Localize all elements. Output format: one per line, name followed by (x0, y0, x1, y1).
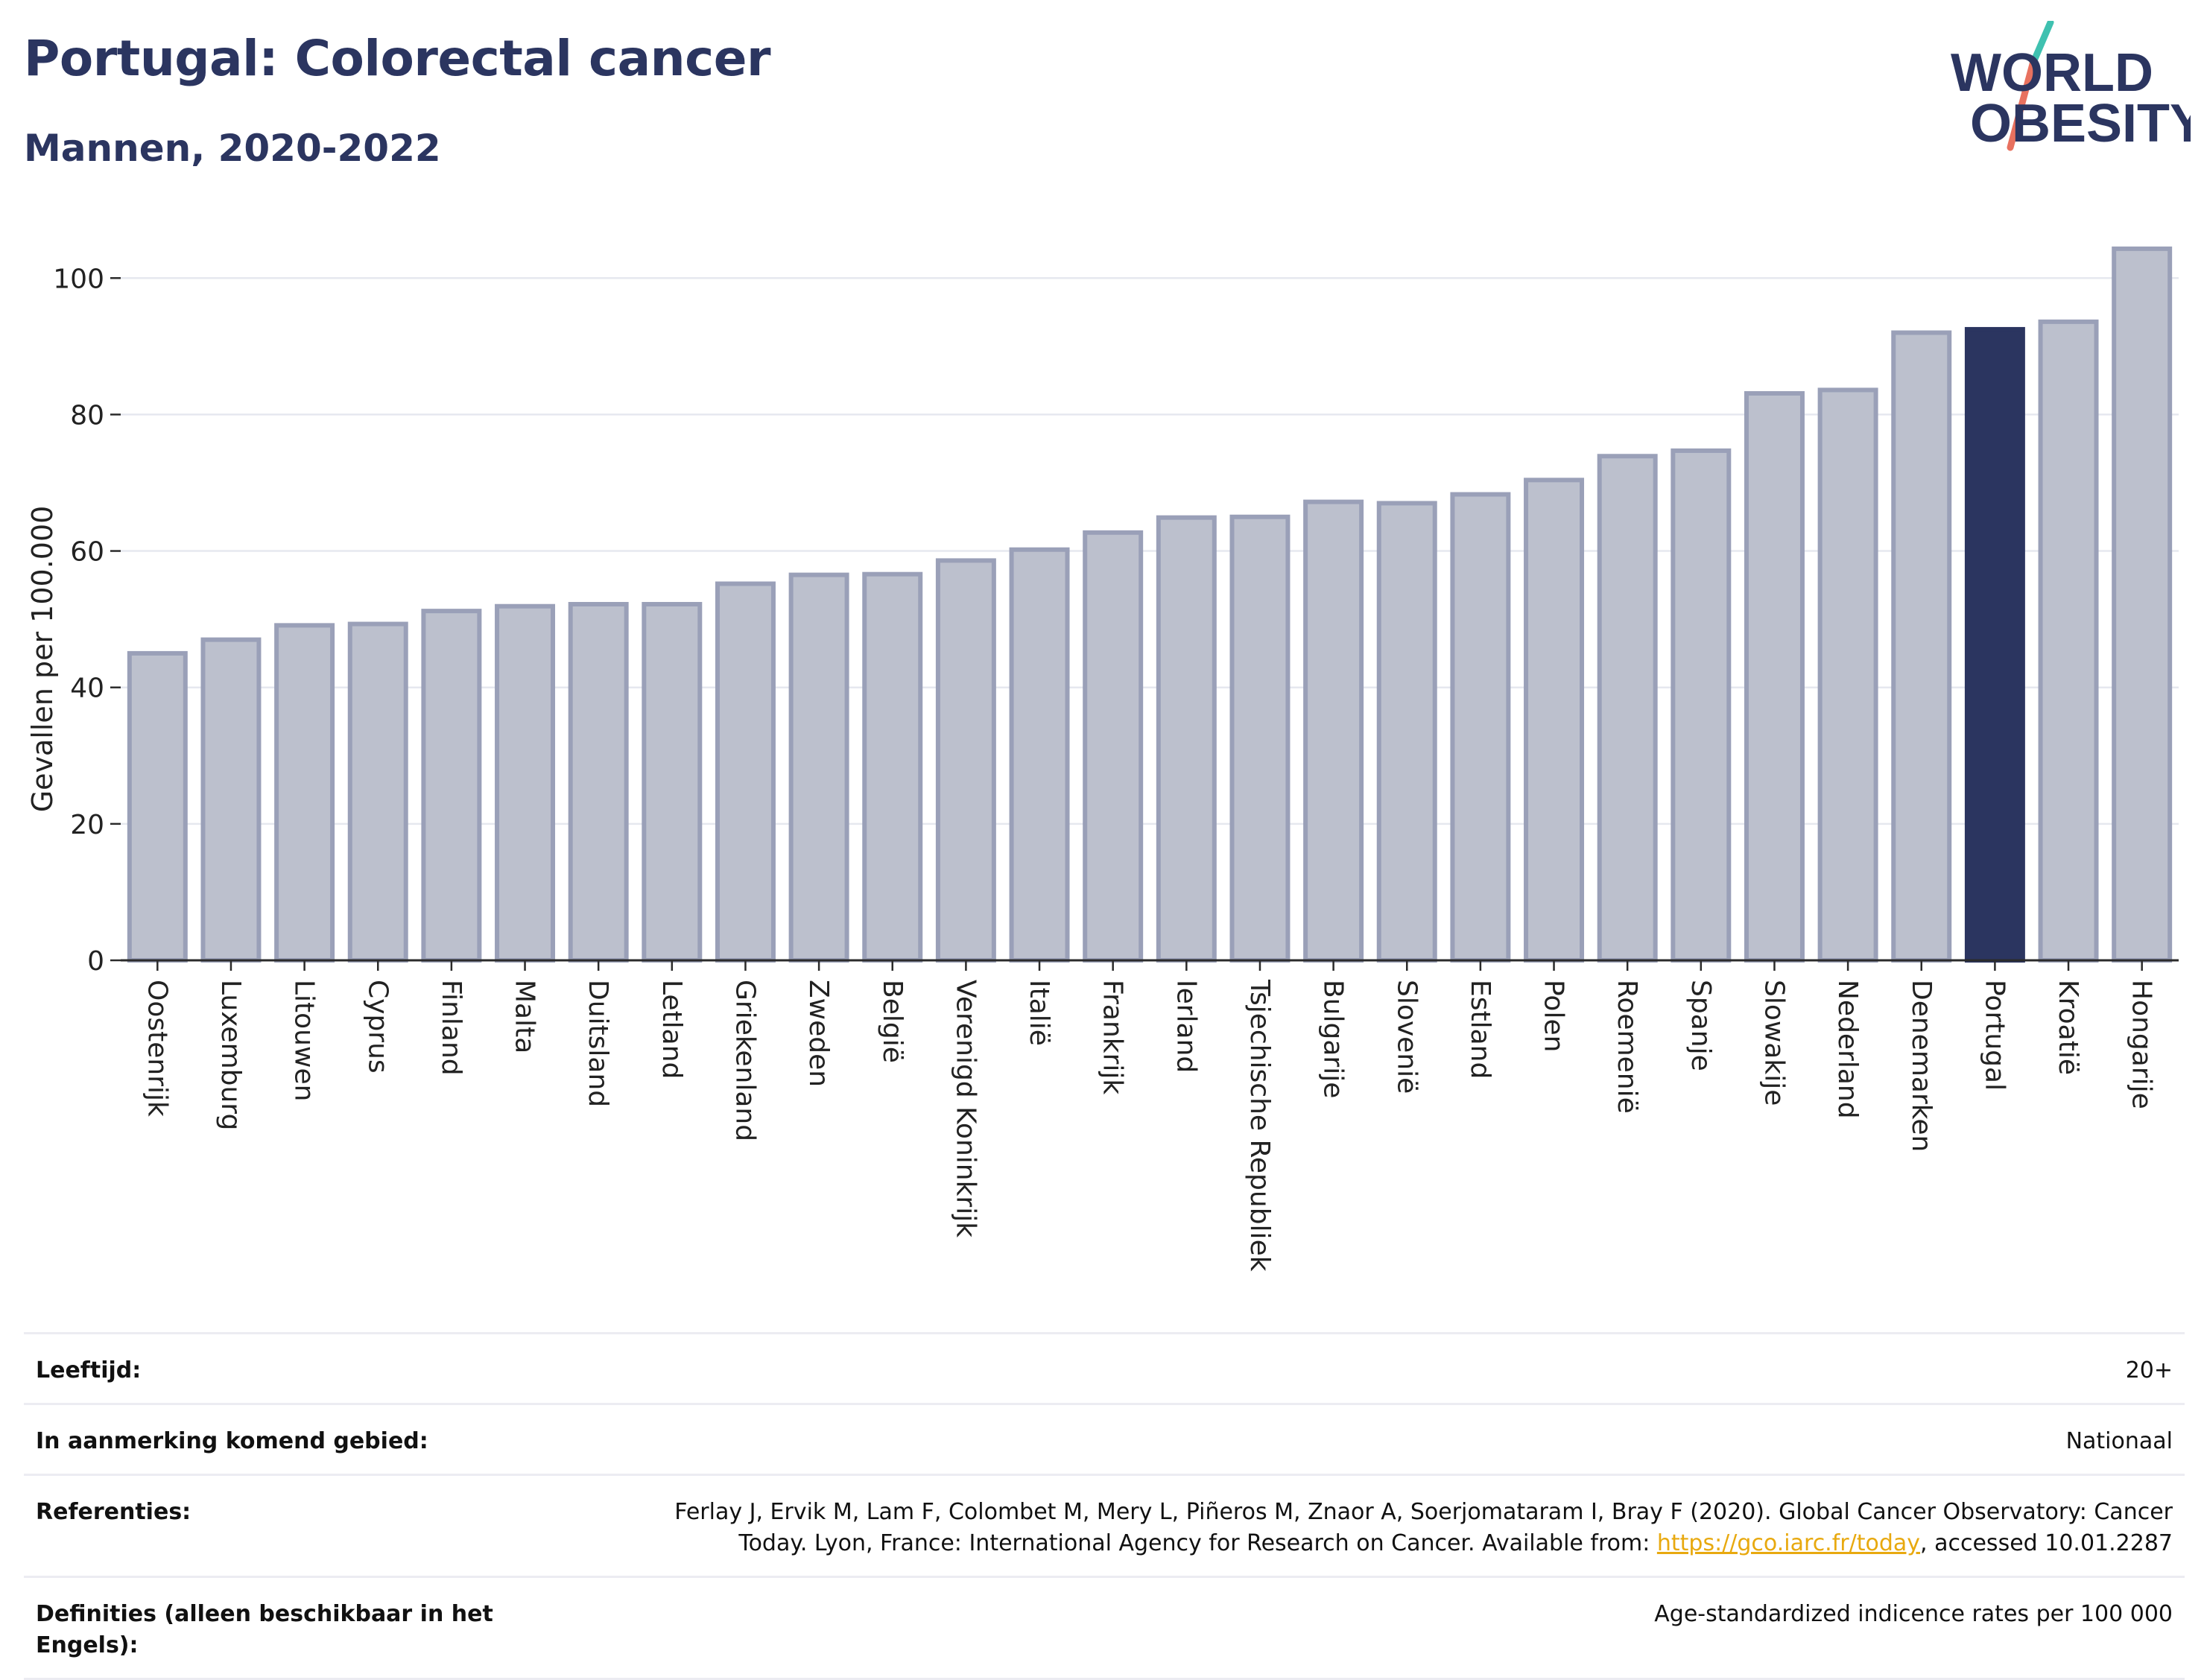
bar-itali- (1009, 547, 1070, 963)
meta-value: Nationaal (2065, 1428, 2173, 1454)
logo-line-1: WORLD (1951, 43, 2153, 103)
bar-cyprus (347, 621, 408, 963)
x-tick-label: Letland (656, 980, 687, 1079)
x-tick-label: Slowakije (1758, 980, 1789, 1106)
meta-value: 20+ (2125, 1357, 2173, 1383)
bar-slowakije (1744, 391, 1805, 963)
meta-row-area: In aanmerking komend gebied: Nationaal (24, 1403, 2185, 1474)
meta-label: Leeftijd: (36, 1357, 142, 1383)
bar-hongarije (2112, 246, 2173, 963)
x-tick-label: Italië (1024, 980, 1054, 1046)
bar-frankrijk (1083, 530, 1144, 963)
logo-line-2: OBESITY (1970, 94, 2191, 153)
bar-malta (495, 603, 556, 963)
page-title: Portugal: Colorectal cancer (24, 30, 771, 87)
x-tick-label: Luxemburg (215, 980, 246, 1130)
x-tick-label: Spanje (1685, 980, 1716, 1071)
x-tick-label: Nederland (1832, 980, 1863, 1119)
page-subtitle: Mannen, 2020-2022 (24, 127, 441, 170)
y-axis-label: Gevallen per 100.000 (26, 506, 59, 813)
bar-estland (1450, 492, 1511, 963)
bar-tsjechische-republiek (1229, 514, 1291, 963)
x-tick-label: Portugal (1979, 980, 2010, 1091)
x-tick-label: Litouwen (289, 980, 320, 1101)
y-tick-label: 20 (70, 810, 104, 840)
meta-value-references: Ferlay J, Ervik M, Lam F, Colombet M, Me… (608, 1497, 2173, 1559)
x-tick-label: Cyprus (362, 980, 393, 1074)
bar-belgi- (862, 571, 923, 963)
bar-polen (1524, 478, 1585, 963)
reference-text: Ferlay J, Ervik M, Lam F, Colombet M, Me… (674, 1499, 2173, 1556)
x-tick-label: Duitsland (583, 980, 613, 1107)
y-tick-label: 60 (70, 537, 104, 568)
bar-finland (421, 609, 482, 963)
logo-slash-coral (2007, 60, 2036, 151)
x-tick-label: Griekenland (729, 980, 760, 1141)
meta-label: Referenties: (36, 1499, 191, 1525)
bar-duitsland (568, 601, 629, 963)
x-tick-label: Finland (436, 980, 466, 1076)
bar-verenigd-koninkrijk (935, 558, 996, 963)
y-tick-label: 80 (70, 400, 104, 431)
reference-link[interactable]: https://gco.iarc.fr/today (1656, 1530, 1921, 1556)
bar-litouwen (274, 623, 335, 963)
bar-portugal (1964, 326, 2025, 963)
meta-label: In aanmerking komend gebied: (36, 1428, 428, 1454)
x-tick-label: Denemarken (1906, 980, 1937, 1152)
reference-accessed: , accessed 10.01.2287 (1920, 1530, 2173, 1556)
bar-oostenrijk (127, 650, 188, 963)
bar-bulgarije (1303, 499, 1364, 963)
bar-kroati- (2038, 319, 2099, 963)
x-tick-label: Verenigd Koninkrijk (950, 980, 981, 1237)
x-tick-label: Malta (510, 980, 540, 1053)
bar-griekenland (715, 581, 776, 963)
bar-nederland (1817, 387, 1878, 963)
metadata-table: Leeftijd: 20+ In aanmerking komend gebie… (24, 1332, 2185, 1680)
bars (127, 246, 2173, 963)
x-tick-label: Polen (1539, 980, 1569, 1052)
x-tick-label: Kroatië (2053, 980, 2083, 1075)
x-tick-label: Slovenië (1391, 980, 1422, 1094)
bar-luxemburg (200, 637, 262, 963)
bar-letland (642, 601, 703, 963)
meta-row-references: Referenties: Ferlay J, Ervik M, Lam F, C… (24, 1474, 2185, 1576)
bar-roemeni- (1597, 454, 1658, 963)
meta-label: Definities (alleen beschikbaar in het En… (36, 1601, 493, 1658)
y-tick-label: 0 (87, 946, 104, 977)
x-tick-label: Bulgarije (1318, 980, 1349, 1098)
bar-sloveni- (1376, 501, 1437, 963)
x-tick-label: Estland (1465, 980, 1495, 1079)
tick-labels: 0 20 40 60 80 100 Oostenrijk Luxemburg Litouwen C… (53, 264, 2156, 1271)
axes (110, 277, 2179, 971)
x-tick-label: Oostenrijk (142, 980, 172, 1117)
bar-spanje (1671, 448, 1732, 963)
x-tick-label: Frankrijk (1098, 980, 1128, 1094)
logo-slash-teal (2029, 21, 2054, 68)
x-tick-label: België (877, 980, 908, 1063)
bar-ierland (1156, 515, 1217, 963)
x-tick-label: Ierland (1171, 980, 1201, 1073)
meta-row-age: Leeftijd: 20+ (24, 1332, 2185, 1403)
bar-chart: 0 20 40 60 80 100 Oostenrijk Luxemburg Litouwen C… (26, 246, 2179, 1272)
x-tick-label: Tsjechische Republiek (1244, 979, 1275, 1272)
bar-zweden (788, 572, 849, 963)
x-tick-label: Hongarije (2127, 980, 2157, 1109)
bar-denemarken (1891, 330, 1952, 963)
meta-value: Age-standardized indicence rates per 100… (1654, 1601, 2173, 1627)
x-tick-label: Roemenië (1612, 980, 1642, 1114)
meta-row-definitions: Definities (alleen beschikbaar in het En… (24, 1576, 2185, 1680)
y-tick-label: 100 (53, 264, 104, 294)
y-tick-label: 40 (70, 673, 104, 704)
x-tick-label: Zweden (803, 980, 834, 1087)
world-obesity-logo: WORLD OBESITY (1951, 21, 2191, 153)
